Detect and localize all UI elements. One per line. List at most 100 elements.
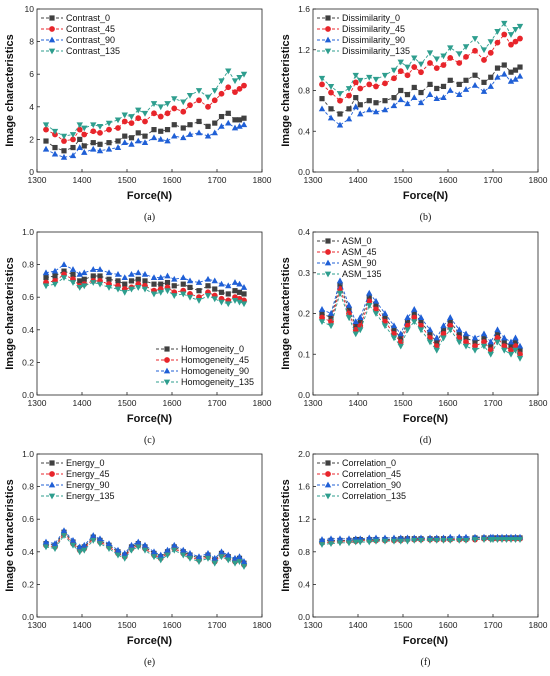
data-point xyxy=(114,270,122,277)
data-point xyxy=(122,281,128,287)
data-point xyxy=(481,79,487,85)
data-point xyxy=(90,537,97,544)
data-point xyxy=(390,67,398,74)
data-point xyxy=(327,541,335,548)
data-point xyxy=(236,122,243,129)
data-point xyxy=(96,266,104,272)
series-Energy_90 xyxy=(42,527,248,564)
data-point xyxy=(456,91,463,97)
data-point xyxy=(345,86,353,92)
x-tick-label: 1600 xyxy=(439,398,458,408)
data-point xyxy=(494,335,501,341)
data-point xyxy=(345,301,353,308)
legend-marker xyxy=(325,460,331,466)
data-point xyxy=(240,284,248,290)
x-tick-label: 1800 xyxy=(253,175,272,185)
data-point xyxy=(205,283,211,289)
y-tick-label: 1.2 xyxy=(298,514,310,524)
data-point xyxy=(150,554,158,561)
data-point xyxy=(494,29,501,35)
data-point xyxy=(480,343,488,350)
data-point xyxy=(456,51,463,58)
data-point xyxy=(507,351,515,358)
data-point xyxy=(76,126,83,133)
data-point xyxy=(366,106,373,113)
data-point xyxy=(106,276,112,282)
data-point xyxy=(463,335,469,341)
data-point xyxy=(231,279,239,285)
data-point xyxy=(90,128,97,135)
data-point xyxy=(196,118,202,125)
data-point xyxy=(507,32,515,38)
y-tick-label: 0.8 xyxy=(298,86,310,96)
data-point xyxy=(501,31,508,38)
chart-panel-b: 1300 1400 1500 1600 1700 1800 0.0 0.4 0.8 1.2 1.6 F… xyxy=(280,4,548,223)
data-point xyxy=(81,541,88,548)
data-point xyxy=(180,274,187,281)
data-point xyxy=(180,291,187,298)
y-tick-label: 0.1 xyxy=(298,349,310,359)
data-point xyxy=(204,555,212,562)
plot-frame xyxy=(312,453,539,618)
data-point xyxy=(327,535,335,542)
data-point xyxy=(501,343,508,349)
data-point xyxy=(90,273,96,279)
legend-label: Homogeneity_90 xyxy=(181,366,249,376)
data-point xyxy=(171,283,177,289)
data-point xyxy=(508,69,514,75)
data-point xyxy=(352,72,359,79)
y-axis-label: Image characteristics xyxy=(280,34,292,147)
data-point xyxy=(218,548,225,555)
data-point xyxy=(218,78,225,85)
data-point xyxy=(462,44,470,51)
data-point xyxy=(105,269,113,276)
data-point xyxy=(211,296,218,303)
data-point xyxy=(51,281,59,288)
data-point xyxy=(105,285,113,291)
legend-label: ASM_135 xyxy=(342,269,382,279)
data-point xyxy=(447,322,454,329)
data-point xyxy=(135,269,142,276)
data-point xyxy=(180,546,187,553)
data-point xyxy=(70,144,76,151)
data-point xyxy=(501,62,507,68)
legend-marker xyxy=(164,346,170,352)
plot-frame xyxy=(36,453,263,618)
data-point xyxy=(418,89,424,96)
data-point xyxy=(390,538,398,545)
data-point xyxy=(433,334,440,341)
x-tick-label: 1800 xyxy=(253,620,272,630)
series-Homogeneity_90 xyxy=(42,261,248,290)
data-point xyxy=(487,39,494,45)
x-tick-label: 1300 xyxy=(304,398,323,408)
data-point xyxy=(447,45,454,52)
data-point xyxy=(76,270,83,277)
data-point xyxy=(180,281,186,287)
y-tick-label: 0.4 xyxy=(298,579,310,589)
data-point xyxy=(204,275,212,282)
y-tick-label: 0.8 xyxy=(298,547,310,557)
data-point xyxy=(417,99,425,106)
data-point xyxy=(171,132,178,139)
data-point xyxy=(225,282,232,289)
x-tick-label: 1800 xyxy=(253,398,272,408)
data-point xyxy=(195,129,203,136)
data-point xyxy=(411,314,418,321)
series-line xyxy=(45,112,245,152)
y-axis-label: Image characteristics xyxy=(280,479,292,592)
legend-label: Homogeneity_45 xyxy=(181,355,249,365)
data-point xyxy=(97,141,103,147)
data-point xyxy=(433,347,440,354)
data-point xyxy=(90,266,97,272)
data-point xyxy=(391,95,397,101)
data-point xyxy=(157,551,164,558)
data-point xyxy=(381,323,389,330)
data-point xyxy=(418,322,424,329)
x-tick-label: 1400 xyxy=(73,398,92,408)
data-point xyxy=(121,289,128,296)
data-point xyxy=(328,314,334,321)
data-point xyxy=(427,81,433,87)
legend-marker xyxy=(163,367,171,374)
data-point xyxy=(76,144,83,150)
